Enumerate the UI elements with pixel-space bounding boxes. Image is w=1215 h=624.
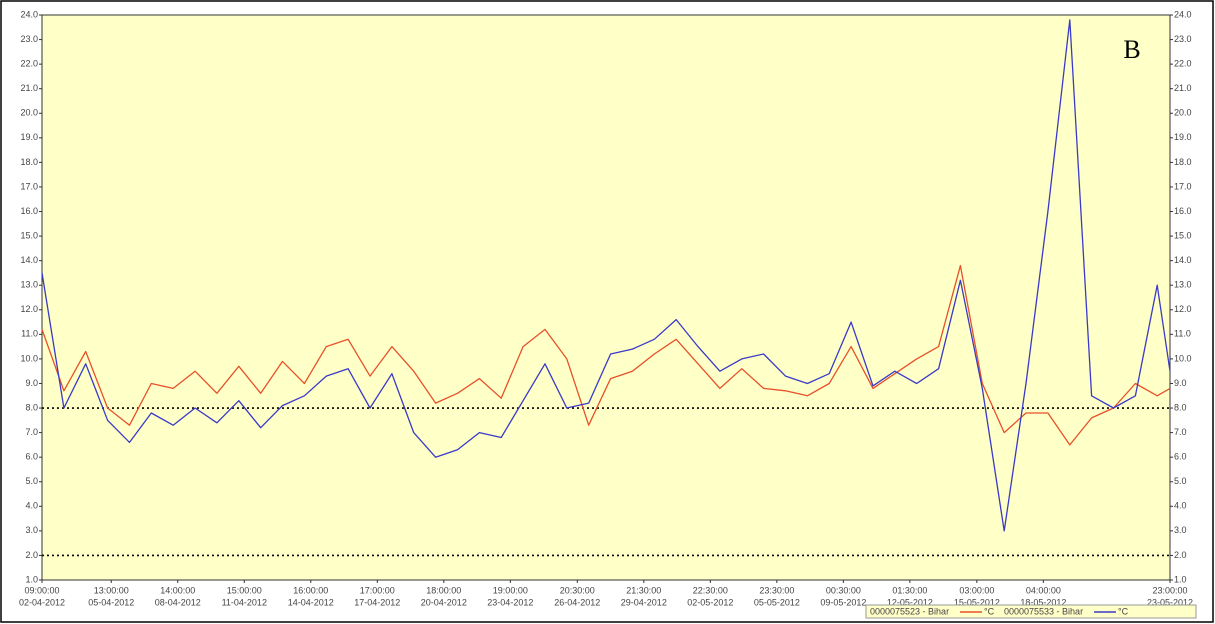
y2-tick-label: 9.0 [1174, 378, 1187, 388]
y2-tick-label: 8.0 [1174, 402, 1187, 412]
x-tick-time: 04:00:00 [1026, 585, 1061, 595]
x-tick-date: 05-05-2012 [754, 597, 800, 607]
y2-tick-label: 5.0 [1174, 476, 1187, 486]
y-tick-label: 2.0 [25, 550, 38, 560]
y2-tick-label: 12.0 [1174, 304, 1192, 314]
x-tick-time: 21:30:00 [626, 585, 661, 595]
y2-tick-label: 1.0 [1174, 574, 1187, 584]
annotation: B [1123, 35, 1140, 64]
y-tick-label: 3.0 [25, 525, 38, 535]
y-tick-label: 24.0 [20, 9, 38, 19]
x-tick-time: 23:30:00 [759, 585, 794, 595]
y2-tick-label: 20.0 [1174, 108, 1192, 118]
x-tick-date: 12-05-2012 [887, 597, 933, 607]
legend-label: 0000075523 - Bihar [870, 606, 949, 616]
y2-tick-label: 23.0 [1174, 34, 1192, 44]
series-line [41, 19, 1171, 532]
y-tick-label: 13.0 [20, 280, 38, 290]
legend-label: 0000075533 - Bihar [1004, 606, 1083, 616]
x-tick-time: 14:00:00 [160, 585, 195, 595]
x-tick-date: 02-04-2012 [19, 597, 65, 607]
y-tick-label: 16.0 [20, 206, 38, 216]
y-tick-label: 4.0 [25, 501, 38, 511]
y-tick-label: 5.0 [25, 476, 38, 486]
y-tick-label: 23.0 [20, 34, 38, 44]
x-tick-date: 17-04-2012 [354, 597, 400, 607]
series-line [41, 264, 1171, 446]
x-tick-date: 09-05-2012 [820, 597, 866, 607]
y2-tick-label: 22.0 [1174, 59, 1192, 69]
y2-tick-label: 19.0 [1174, 132, 1192, 142]
y-tick-label: 11.0 [21, 329, 38, 339]
y2-tick-label: 11.0 [1174, 329, 1191, 339]
y-tick-label: 22.0 [20, 59, 38, 69]
x-tick-date: 14-04-2012 [288, 597, 334, 607]
x-tick-time: 00:30:00 [826, 585, 861, 595]
y-tick-label: 8.0 [25, 402, 38, 412]
x-tick-time: 17:00:00 [360, 585, 395, 595]
y-tick-label: 1.0 [25, 574, 38, 584]
x-tick-time: 23:00:00 [1152, 585, 1187, 595]
x-tick-date: 05-04-2012 [88, 597, 134, 607]
y2-tick-label: 10.0 [1174, 353, 1192, 363]
x-tick-date: 11-04-2012 [222, 597, 267, 607]
x-tick-date: 15-05-2012 [954, 597, 1000, 607]
x-tick-date: 23-05-2012 [1147, 597, 1193, 607]
x-tick-time: 01:30:00 [892, 585, 927, 595]
x-tick-time: 22:30:00 [693, 585, 728, 595]
y2-tick-label: 14.0 [1174, 255, 1192, 265]
x-tick-time: 13:00:00 [94, 585, 129, 595]
x-tick-time: 09:00:00 [24, 585, 59, 595]
y-tick-label: 17.0 [20, 181, 38, 191]
legend-unit: °C [1118, 606, 1129, 616]
x-tick-date: 20-04-2012 [421, 597, 467, 607]
y2-tick-label: 15.0 [1174, 230, 1192, 240]
x-tick-date: 23-04-2012 [487, 597, 533, 607]
y-tick-label: 18.0 [20, 157, 38, 167]
x-tick-time: 20:30:00 [560, 585, 595, 595]
y2-tick-label: 21.0 [1174, 83, 1192, 93]
y2-tick-label: 18.0 [1174, 157, 1192, 167]
x-tick-date: 26-04-2012 [554, 597, 600, 607]
y-tick-label: 19.0 [20, 132, 38, 142]
y-tick-label: 12.0 [20, 304, 38, 314]
y-tick-label: 20.0 [20, 108, 38, 118]
y2-tick-label: 4.0 [1174, 501, 1187, 511]
x-tick-date: 08-04-2012 [155, 597, 201, 607]
x-tick-time: 03:00:00 [959, 585, 994, 595]
legend-unit: °C [984, 606, 995, 616]
y2-tick-label: 3.0 [1174, 525, 1187, 535]
y2-tick-label: 2.0 [1174, 550, 1187, 560]
x-tick-time: 18:00:00 [426, 585, 461, 595]
y2-tick-label: 17.0 [1174, 181, 1192, 191]
y2-tick-label: 13.0 [1174, 280, 1192, 290]
y2-tick-label: 7.0 [1174, 427, 1187, 437]
legend-box [865, 604, 1197, 619]
x-tick-time: 19:00:00 [493, 585, 528, 595]
y-tick-label: 7.0 [25, 427, 38, 437]
x-tick-date: 29-04-2012 [621, 597, 667, 607]
x-tick-time: 15:00:00 [227, 585, 262, 595]
plot-area [41, 14, 1171, 581]
y-tick-label: 15.0 [20, 230, 38, 240]
x-tick-time: 16:00:00 [293, 585, 328, 595]
y-tick-label: 21.0 [20, 83, 38, 93]
y2-tick-label: 24.0 [1174, 9, 1192, 19]
x-tick-date: 02-05-2012 [687, 597, 733, 607]
y2-tick-label: 16.0 [1174, 206, 1192, 216]
y-tick-label: 9.0 [25, 378, 38, 388]
y-tick-label: 14.0 [20, 255, 38, 265]
y-tick-label: 6.0 [25, 452, 38, 462]
y-tick-label: 10.0 [20, 353, 38, 363]
y2-tick-label: 6.0 [1174, 452, 1187, 462]
x-tick-date: 18-05-2012 [1020, 597, 1066, 607]
